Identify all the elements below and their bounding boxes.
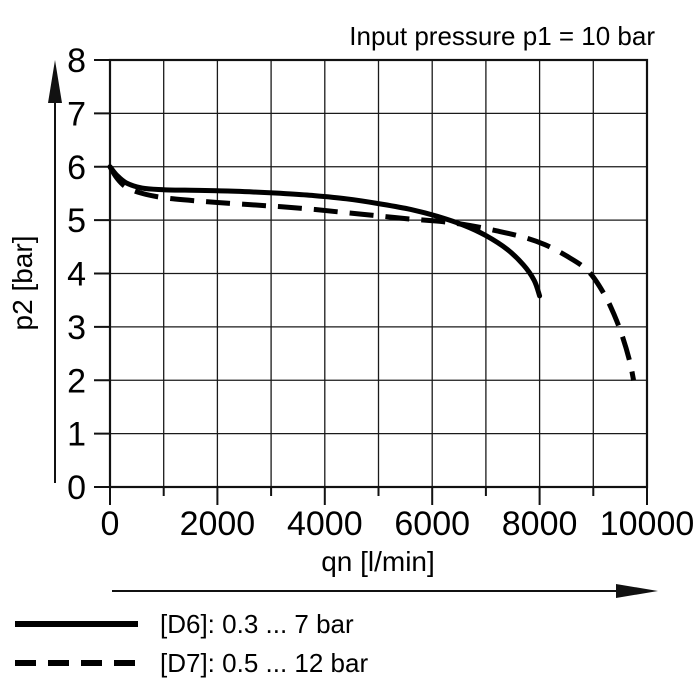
y-tick-label: 4 — [67, 256, 86, 294]
y-tick-label: 8 — [67, 42, 86, 80]
y-tick-label: 7 — [67, 95, 86, 133]
x-tick-label: 0 — [101, 505, 120, 543]
legend-line-samples — [15, 621, 138, 666]
axis-tick-labels: 0 2000 4000 6000 8000 10000 0 1 2 3 4 5 6 7 8 — [67, 42, 694, 543]
y-axis-arrowhead-icon — [48, 60, 62, 103]
axis-ticks — [94, 59, 648, 505]
x-tick-label: 4000 — [287, 505, 363, 543]
y-tick-label: 5 — [67, 202, 86, 240]
y-tick-label: 2 — [67, 362, 86, 400]
x-tick-label: 10000 — [600, 505, 695, 543]
y-axis-arrow — [48, 60, 62, 483]
y-tick-label: 1 — [67, 416, 86, 454]
x-axis-arrow — [112, 584, 658, 598]
y-axis-label: p2 [bar] — [7, 236, 38, 331]
y-tick-label: 3 — [67, 309, 86, 347]
legend-label-d7: [D7]: 0.5 ... 12 bar — [160, 648, 368, 678]
x-axis-label: qn [l/min] — [321, 546, 435, 577]
x-tick-label: 8000 — [502, 505, 578, 543]
x-tick-label: 2000 — [180, 505, 256, 543]
legend-label-d6: [D6]: 0.3 ... 7 bar — [160, 609, 354, 639]
curve-d6 — [107, 164, 543, 299]
legend: [D6]: 0.3 ... 7 bar [D7]: 0.5 ... 12 bar — [15, 609, 368, 678]
y-tick-label: 0 — [67, 469, 86, 507]
chart-title: Input pressure p1 = 10 bar — [349, 21, 655, 51]
data-curves — [107, 164, 637, 381]
x-tick-label: 6000 — [394, 505, 470, 543]
x-axis-arrowhead-icon — [616, 584, 658, 598]
grid-lines — [110, 60, 647, 487]
y-tick-label: 6 — [67, 149, 86, 187]
